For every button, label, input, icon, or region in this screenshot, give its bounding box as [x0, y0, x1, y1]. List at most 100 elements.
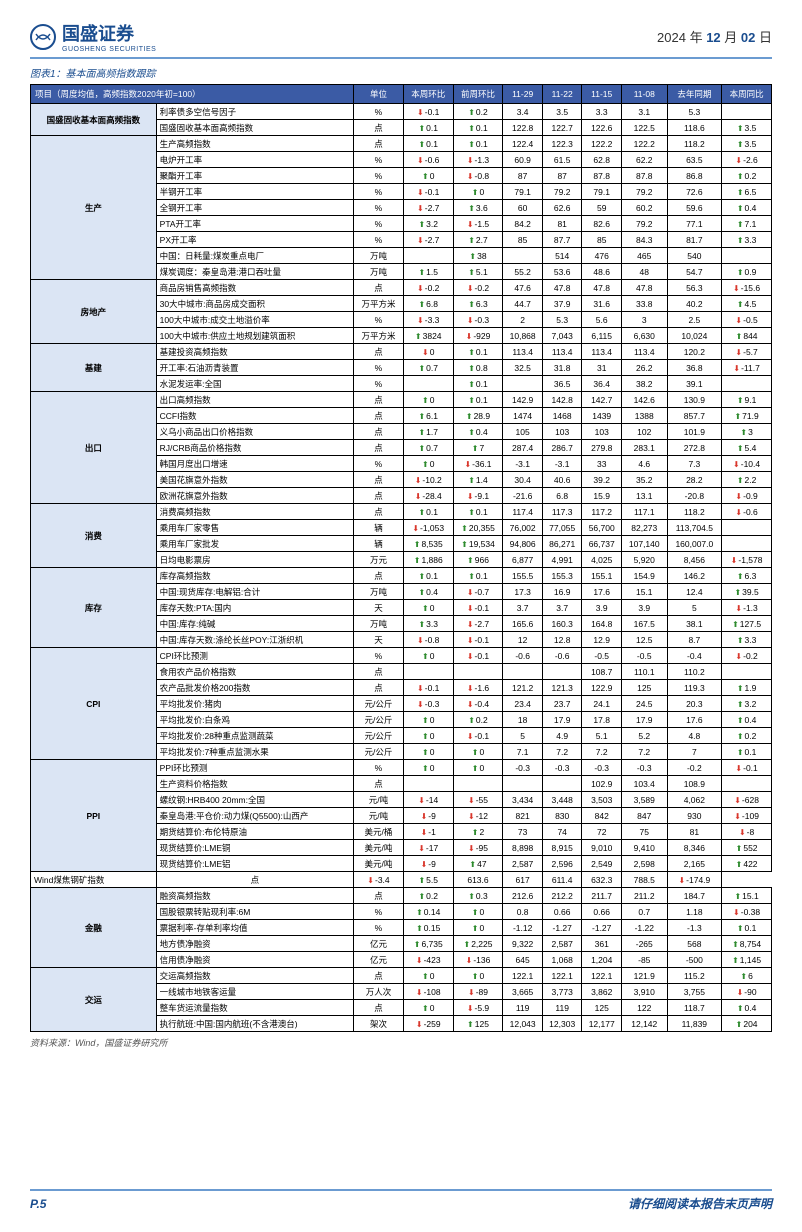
value-cell: 121.3	[542, 680, 582, 696]
value-cell: 0.66	[582, 904, 622, 920]
item-cell: 国股银票转贴现利率:6M	[156, 904, 353, 920]
value-cell: -1.3	[722, 600, 772, 616]
item-cell: 基建投资高频指数	[156, 344, 353, 360]
value-cell: 0.15	[403, 920, 453, 936]
value-cell: 37.9	[542, 296, 582, 312]
unit-cell: 美元/吨	[354, 856, 404, 872]
value-cell	[722, 776, 772, 792]
value-cell: 105	[503, 424, 543, 440]
value-cell: 0.1	[453, 120, 503, 136]
value-cell: 0.4	[722, 712, 772, 728]
value-cell: -0.6	[503, 648, 543, 664]
value-cell: 28.2	[667, 472, 722, 488]
value-cell: 3.6	[453, 200, 503, 216]
value-cell: 47.6	[503, 280, 543, 296]
value-cell: -259	[403, 1016, 453, 1032]
value-cell: 930	[667, 808, 722, 824]
value-cell: 31.6	[582, 296, 622, 312]
value-cell: 9,410	[621, 840, 667, 856]
value-cell: 47	[453, 856, 503, 872]
value-cell: 113,704.5	[667, 520, 722, 536]
value-cell: -1.27	[582, 920, 622, 936]
value-cell: -89	[453, 984, 503, 1000]
value-cell: 81	[542, 216, 582, 232]
value-cell: -15.6	[722, 280, 772, 296]
value-cell: 0	[453, 760, 503, 776]
value-cell: 0.4	[722, 1000, 772, 1016]
unit-cell: 点	[354, 440, 404, 456]
value-cell: -628	[722, 792, 772, 808]
value-cell	[722, 376, 772, 392]
value-cell: 3.9	[621, 600, 667, 616]
value-cell: 155.3	[542, 568, 582, 584]
value-cell: 120.2	[667, 344, 722, 360]
value-cell: 2,587	[503, 856, 543, 872]
value-cell: 117.4	[503, 504, 543, 520]
value-cell: -12	[453, 808, 503, 824]
value-cell: -0.2	[667, 760, 722, 776]
unit-cell: %	[354, 152, 404, 168]
item-cell: 聚酯开工率	[156, 168, 353, 184]
unit-cell: 万平方米	[354, 328, 404, 344]
value-cell: 6.1	[403, 408, 453, 424]
unit-cell: 辆	[354, 536, 404, 552]
value-cell: 17.9	[621, 712, 667, 728]
item-cell: 半钢开工率	[156, 184, 353, 200]
value-cell: 48.6	[582, 264, 622, 280]
item-cell: 螺纹钢:HRB400 20mm:全国	[156, 792, 353, 808]
value-cell: 7.3	[667, 456, 722, 472]
value-cell: 422	[722, 856, 772, 872]
value-cell: 0	[453, 920, 503, 936]
value-cell: 26.2	[621, 360, 667, 376]
value-cell: -0.6	[722, 504, 772, 520]
value-cell: -0.4	[667, 648, 722, 664]
value-cell: 63.5	[667, 152, 722, 168]
value-cell: 122	[621, 1000, 667, 1016]
value-cell: 103	[582, 424, 622, 440]
value-cell: 62.2	[621, 152, 667, 168]
value-cell: 0.1	[403, 568, 453, 584]
value-cell: 160.3	[542, 616, 582, 632]
category-cell: CPI	[31, 648, 157, 760]
value-cell: 55.2	[503, 264, 543, 280]
item-cell: 生产资料价格指数	[156, 776, 353, 792]
value-cell: 5.1	[582, 728, 622, 744]
value-cell: 6,735	[403, 936, 453, 952]
value-cell: 38.1	[667, 616, 722, 632]
col-header: 单位	[354, 85, 404, 104]
value-cell: 7.1	[722, 216, 772, 232]
value-cell: 12,303	[542, 1016, 582, 1032]
value-cell: 122.2	[621, 136, 667, 152]
value-cell: 20,355	[453, 520, 503, 536]
value-cell: 119	[503, 1000, 543, 1016]
category-cell: 金融	[31, 888, 157, 968]
unit-cell: 点	[354, 408, 404, 424]
value-cell: 7.2	[542, 744, 582, 760]
value-cell: 79.2	[621, 184, 667, 200]
item-cell: 国盛固收基本面高频指数	[156, 120, 353, 136]
unit-cell: 点	[354, 488, 404, 504]
item-cell: 一线城市地铁客运量	[156, 984, 353, 1000]
unit-cell: 点	[354, 776, 404, 792]
value-cell: -0.5	[621, 648, 667, 664]
value-cell: 184.7	[667, 888, 722, 904]
item-cell: CPI环比预测	[156, 648, 353, 664]
value-cell: 3.2	[722, 696, 772, 712]
category-cell: 库存	[31, 568, 157, 648]
value-cell: 10,024	[667, 328, 722, 344]
table-row: 交运交运高频指数点00122.1122.1122.1121.9115.26	[31, 968, 772, 984]
unit-cell: 万平方米	[354, 296, 404, 312]
value-cell: 0	[453, 744, 503, 760]
value-cell: -95	[453, 840, 503, 856]
unit-cell: 元/吨	[354, 792, 404, 808]
value-cell: 3,755	[667, 984, 722, 1000]
value-cell: 645	[503, 952, 543, 968]
value-cell: 0	[403, 728, 453, 744]
value-cell: 12.9	[582, 632, 622, 648]
value-cell: 847	[621, 808, 667, 824]
value-cell: -0.2	[722, 648, 772, 664]
item-cell: RJ/CRB商品价格指数	[156, 440, 353, 456]
col-header: 去年同期	[667, 85, 722, 104]
value-cell: 47.8	[621, 280, 667, 296]
value-cell: -17	[403, 840, 453, 856]
